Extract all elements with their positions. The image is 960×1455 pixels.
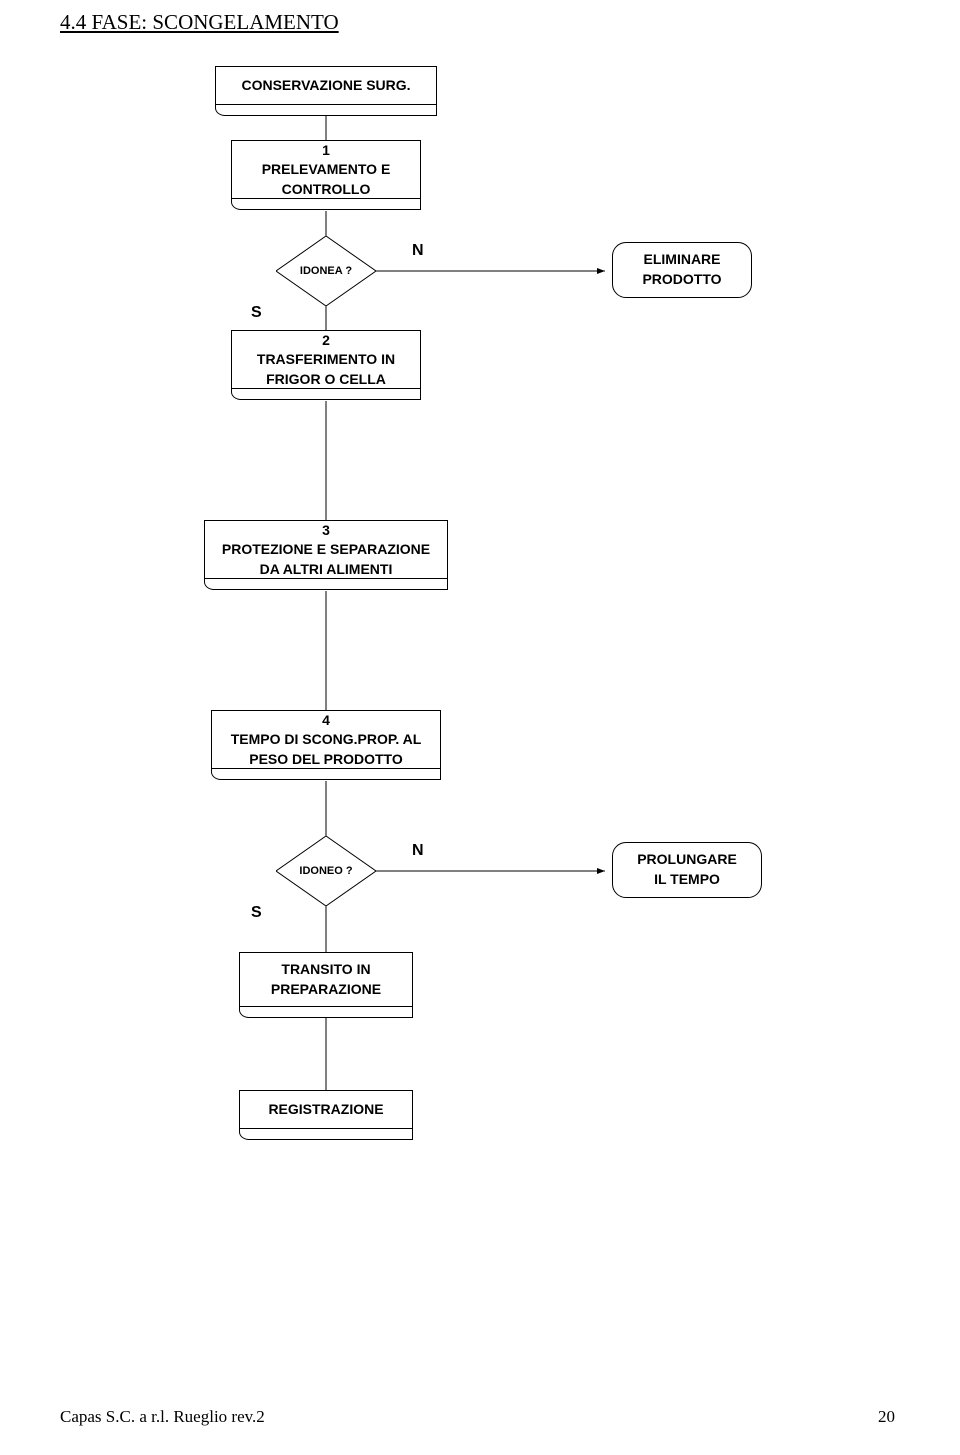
node-text: PRODOTTO: [642, 270, 721, 290]
node-step5: TRANSITO IN PREPARAZIONE: [239, 952, 413, 1008]
node-text: ELIMINARE: [644, 250, 721, 270]
node-text: CONTROLLO: [282, 180, 371, 200]
node-text: PRELEVAMENTO E: [262, 160, 391, 180]
label-s: S: [251, 904, 262, 922]
label-n: N: [412, 242, 424, 260]
decision-label: IDONEO ?: [299, 865, 352, 877]
flowchart-connectors: [0, 0, 960, 1455]
label-s: S: [251, 304, 262, 322]
node-text: TRASFERIMENTO IN: [257, 350, 395, 370]
decision-label: IDONEA ?: [300, 265, 352, 277]
label-n: N: [412, 842, 424, 860]
node-step6: REGISTRAZIONE: [239, 1090, 413, 1130]
footer-text: Capas S.C. a r.l. Rueglio rev.2: [60, 1407, 265, 1427]
node-prolungare: PROLUNGARE IL TEMPO: [612, 842, 762, 898]
decision-idonea: IDONEA ?: [276, 236, 376, 306]
node-text: CONSERVAZIONE SURG.: [241, 76, 410, 96]
decision-idoneo: IDONEO ?: [276, 836, 376, 906]
node-text: TRANSITO IN: [281, 960, 370, 980]
node-step3: 3 PROTEZIONE E SEPARAZIONE DA ALTRI ALIM…: [204, 520, 448, 580]
node-number: 3: [322, 521, 330, 541]
node-number: 2: [322, 331, 330, 351]
node-step2: 2 TRASFERIMENTO IN FRIGOR O CELLA: [231, 330, 421, 390]
node-step4: 4 TEMPO DI SCONG.PROP. AL PESO DEL PRODO…: [211, 710, 441, 770]
node-text: PROTEZIONE E SEPARAZIONE: [222, 540, 430, 560]
node-text: PESO DEL PRODOTTO: [249, 750, 403, 770]
node-text: PREPARAZIONE: [271, 980, 381, 1000]
node-eliminate: ELIMINARE PRODOTTO: [612, 242, 752, 298]
node-text: PROLUNGARE: [637, 850, 737, 870]
node-text: FRIGOR O CELLA: [266, 370, 386, 390]
node-text: IL TEMPO: [654, 870, 720, 890]
node-text: TEMPO DI SCONG.PROP. AL: [231, 730, 422, 750]
node-text: DA ALTRI ALIMENTI: [260, 560, 393, 580]
node-text: REGISTRAZIONE: [268, 1100, 383, 1120]
node-number: 1: [322, 141, 330, 161]
node-start: CONSERVAZIONE SURG.: [215, 66, 437, 106]
node-number: 4: [322, 711, 330, 731]
page-number: 20: [878, 1407, 895, 1427]
node-step1: 1 PRELEVAMENTO E CONTROLLO: [231, 140, 421, 200]
